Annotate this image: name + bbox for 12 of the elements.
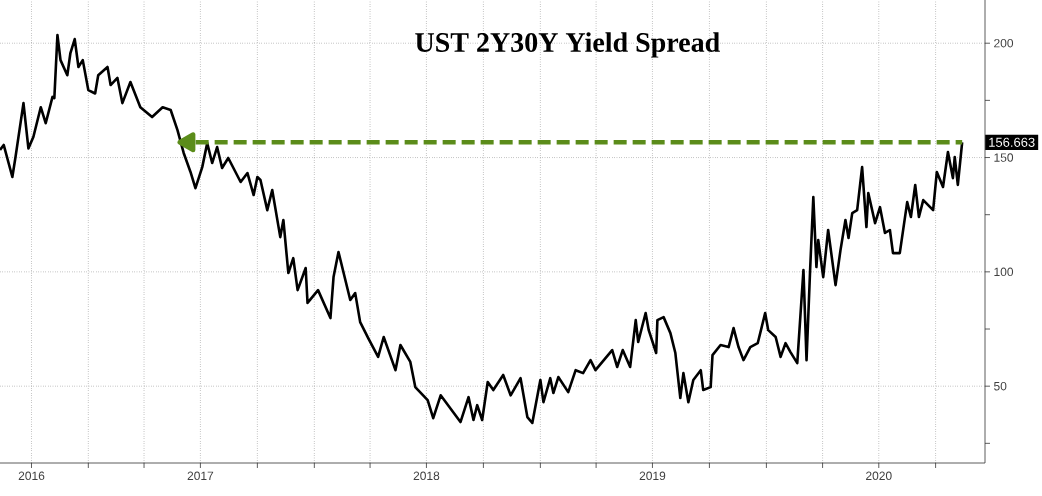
annotation: 156.663: [989, 137, 1035, 147]
x-tick-label: 2020: [866, 471, 892, 481]
x-tick-label: 2017: [187, 471, 214, 481]
y-tick-label: 50: [994, 381, 1007, 391]
y-tick-label: 100: [994, 267, 1014, 277]
text: UST 2Y30Y Yield Spread: [415, 32, 720, 58]
x-tick-label: 2019: [639, 471, 666, 481]
x-tick-label: 2018: [413, 471, 440, 481]
y-tick-label: 150: [994, 153, 1014, 162]
y-tick-label: 200: [994, 38, 1014, 48]
x-tick-label: 2016: [18, 471, 45, 481]
line-series: [0, 33, 964, 425]
